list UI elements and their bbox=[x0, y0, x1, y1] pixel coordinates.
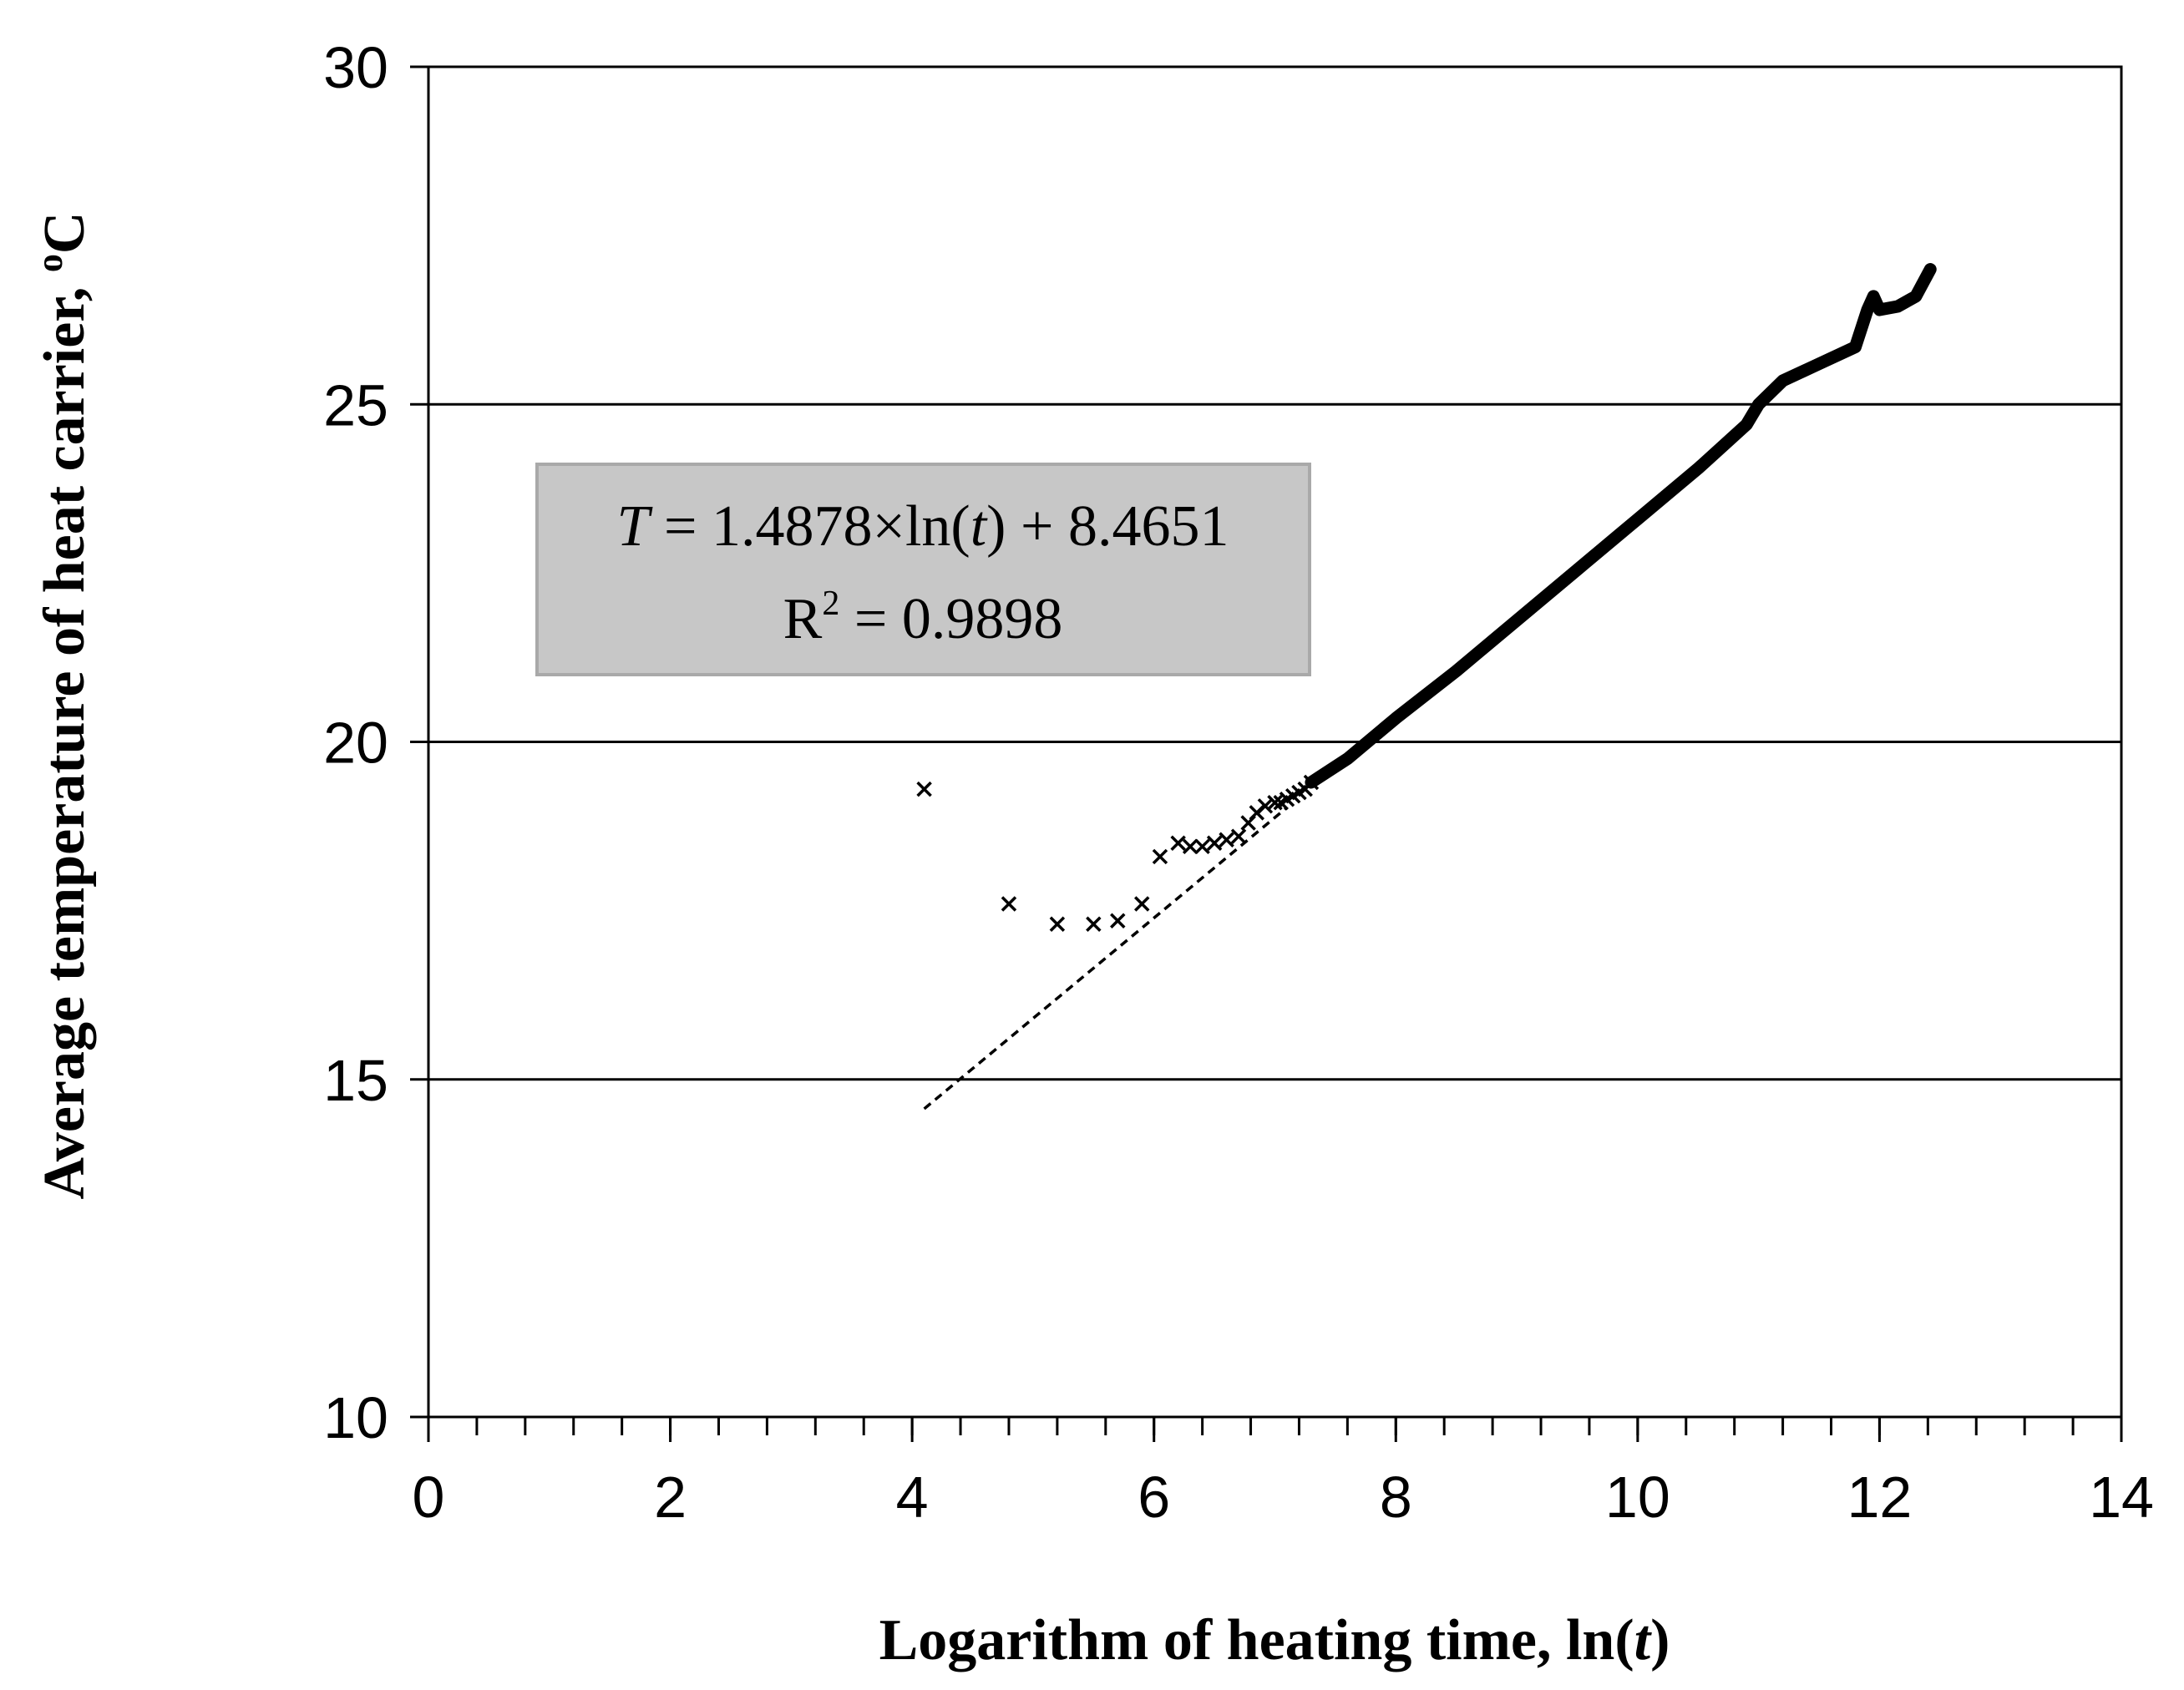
data-point-11 bbox=[1219, 832, 1234, 848]
data-point-10 bbox=[1206, 835, 1223, 852]
x-tick-label-10: 10 bbox=[1605, 1465, 1670, 1530]
dense-data-trace bbox=[1305, 263, 1937, 789]
data-point-15 bbox=[1257, 798, 1274, 814]
data-point-2 bbox=[1049, 916, 1066, 933]
regression-annotation: T = 1.4878×ln(t) + 8.4651 R2 = 0.9898 bbox=[535, 463, 1311, 676]
y-tick-label-30: 30 bbox=[323, 35, 388, 100]
data-point-8 bbox=[1182, 838, 1198, 855]
data-point-4 bbox=[1110, 913, 1126, 928]
data-point-7 bbox=[1170, 835, 1186, 852]
trendline bbox=[923, 806, 1289, 1111]
data-point-12 bbox=[1230, 828, 1247, 844]
data-point-1 bbox=[1001, 896, 1017, 912]
regression-equation: T = 1.4878×ln(t) + 8.4651 bbox=[617, 494, 1229, 559]
x-tick-label-2: 2 bbox=[654, 1465, 687, 1530]
x-tick-label-12: 12 bbox=[1847, 1465, 1912, 1530]
y-axis: 10 15 20 25 30 bbox=[323, 35, 428, 1450]
data-point-9 bbox=[1194, 838, 1210, 855]
x-tick-label-8: 8 bbox=[1380, 1465, 1412, 1530]
x-tick-label-0: 0 bbox=[413, 1465, 445, 1530]
y-tick-label-10: 10 bbox=[323, 1385, 388, 1450]
x-tick-label-6: 6 bbox=[1138, 1465, 1170, 1530]
r-squared: R2 = 0.9898 bbox=[783, 584, 1063, 651]
data-points bbox=[916, 774, 1320, 933]
x-axis-title: Logarithm of heating time, ln(t) bbox=[879, 1608, 1670, 1672]
data-point-5 bbox=[1134, 896, 1150, 912]
y-tick-label-25: 25 bbox=[323, 372, 388, 438]
data-point-16 bbox=[1267, 795, 1283, 811]
gridlines bbox=[428, 402, 2121, 1081]
x-tick-label-4: 4 bbox=[896, 1465, 929, 1530]
data-point-3 bbox=[1086, 916, 1102, 933]
annotation-box bbox=[535, 463, 1311, 676]
y-tick-label-15: 15 bbox=[323, 1048, 388, 1113]
data-point-0 bbox=[916, 781, 932, 797]
y-axis-title: Average temperature of heat carrier, oC bbox=[29, 212, 97, 1200]
y-tick-label-20: 20 bbox=[323, 711, 388, 776]
x-tick-label-14: 14 bbox=[2089, 1465, 2154, 1530]
data-point-6 bbox=[1152, 848, 1168, 865]
x-axis: 0 2 4 6 8 10 12 14 bbox=[413, 1417, 2154, 1530]
